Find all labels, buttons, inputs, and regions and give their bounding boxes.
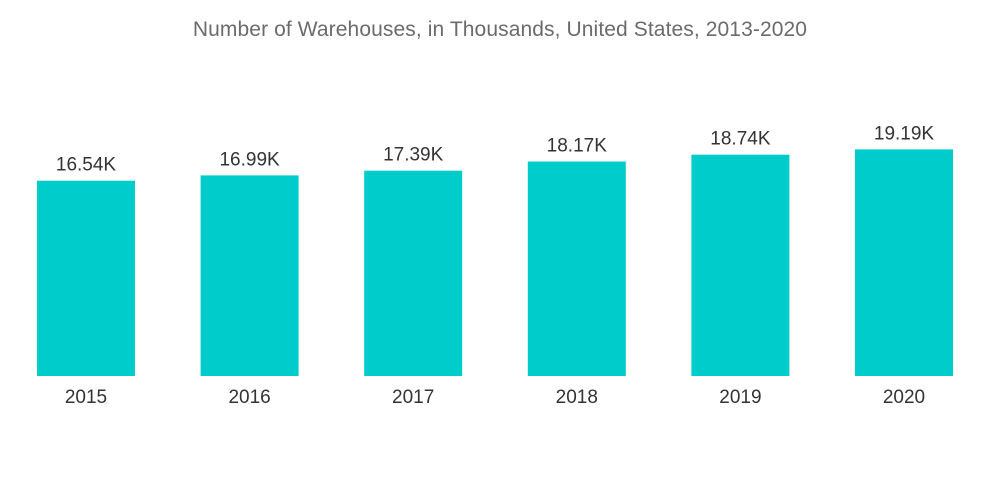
x-axis-ticks: 2015 2016 2017 2018 2019 2020 (65, 387, 925, 408)
bar-2015 (37, 180, 135, 376)
data-label-2017: 17.39K (383, 145, 444, 166)
x-tick-label-2016: 2016 (228, 387, 270, 408)
x-tick-label-2019: 2019 (719, 387, 761, 408)
bar-2017 (364, 170, 463, 376)
x-tick-label-2017: 2017 (392, 387, 434, 408)
data-labels-layer: 16.54K 16.99K 17.39K 18.17K 18.74K 19.19K (56, 123, 935, 175)
x-tick-label-2020: 2020 (883, 387, 925, 408)
bar-2020 (855, 149, 953, 376)
data-label-2016: 16.99K (219, 149, 280, 170)
bars-layer (37, 149, 953, 376)
bar-2019 (691, 154, 790, 376)
bar-2016 (200, 175, 299, 376)
data-label-2015: 16.54K (56, 155, 117, 176)
x-tick-label-2015: 2015 (65, 387, 107, 408)
chart-title: Number of Warehouses, in Thousands, Unit… (192, 18, 808, 41)
data-label-2018: 18.17K (547, 136, 608, 157)
data-label-2019: 18.74K (710, 129, 771, 150)
x-tick-label-2018: 2018 (556, 387, 598, 408)
bar-2018 (527, 161, 626, 376)
data-label-2020: 19.19K (874, 123, 935, 144)
